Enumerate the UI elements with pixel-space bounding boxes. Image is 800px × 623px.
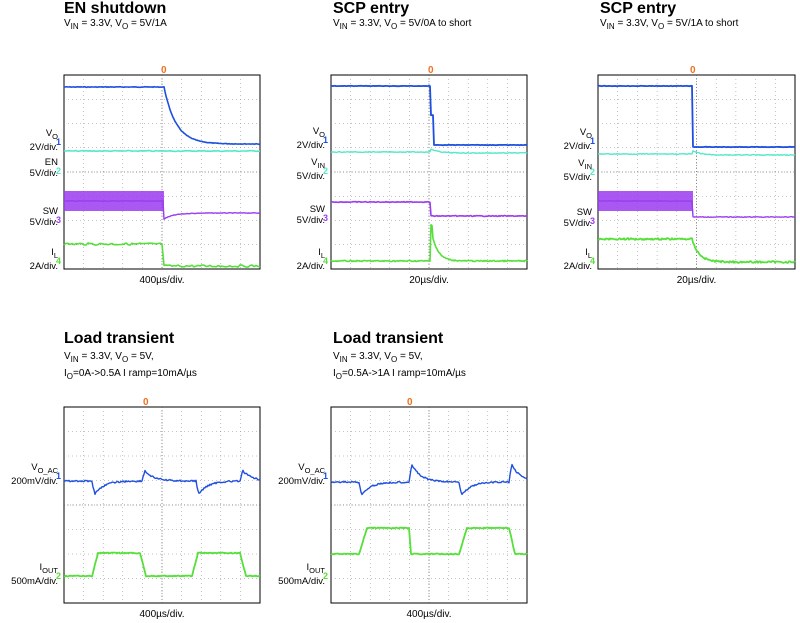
timebase-label: 400µs/div. <box>139 609 185 620</box>
grid <box>331 75 527 269</box>
chart-title: SCP entry <box>600 0 677 17</box>
channel-marker: 4 <box>56 256 62 266</box>
waveform-sw <box>63 200 261 220</box>
channel-marker: 2 <box>56 571 62 581</box>
chart-title: Load transient <box>333 330 444 347</box>
chart-title: EN shutdown <box>64 0 167 17</box>
channel-label: IOUT 500mA/div. <box>11 562 58 587</box>
chart-title: Load transient <box>64 330 175 347</box>
channel-label: VIN 5V/div. <box>296 157 325 182</box>
waveform-il <box>330 526 528 556</box>
waveform-en <box>63 149 261 153</box>
test-conditions: VIN = 3.3V, VO = 5V/1A <box>64 18 167 31</box>
scope-plot: 0 <box>63 65 261 270</box>
scope-plot: 0 <box>597 65 796 270</box>
waveform-sw <box>331 200 528 218</box>
channel-label: VO_AC 200mV/div. <box>11 462 58 487</box>
channel-marker: 2 <box>590 167 596 177</box>
waveform-vout <box>597 84 796 149</box>
timebase-label: 20µs/div. <box>409 275 449 286</box>
trigger-marker: 0 <box>143 397 149 408</box>
waveform-vout <box>330 84 528 147</box>
trigger-marker: 0 <box>161 65 167 76</box>
channel-marker: 3 <box>56 215 62 225</box>
waveform-en <box>330 148 528 155</box>
waveform-sw <box>597 200 796 218</box>
channel-marker: 1 <box>323 135 329 145</box>
channel-label: SW 5V/div. <box>563 207 592 229</box>
test-conditions: VIN = 3.3V, VO = 5V, IO=0.5A->1A I ramp=1… <box>333 351 466 381</box>
waveform-il <box>63 242 261 268</box>
grid <box>598 75 795 269</box>
channel-label: VO 2V/div. <box>296 126 325 151</box>
channel-label: IL 2A/div. <box>296 247 325 272</box>
waveform-vout <box>64 85 261 146</box>
test-conditions: VIN = 3.3V, VO = 5V, IO=0A->0.5A I ramp=1… <box>64 351 197 381</box>
plot-frame <box>330 406 528 604</box>
channel-marker: 3 <box>590 216 596 226</box>
trigger-marker: 0 <box>428 65 434 76</box>
channel-label: IL 2A/div. <box>563 247 592 272</box>
test-conditions: VIN = 3.3V, VO = 5V/1A to short <box>600 18 739 31</box>
trigger-marker: 0 <box>407 397 413 408</box>
waveform-en <box>598 150 796 157</box>
waveform-vout <box>63 469 261 495</box>
channel-marker: 2 <box>323 166 329 176</box>
channel-marker: 3 <box>323 213 329 223</box>
channel-label: VO 2V/div. <box>563 127 592 152</box>
scope-plot: 0 <box>330 65 528 270</box>
channel-marker: 1 <box>56 471 62 481</box>
grid <box>64 407 260 603</box>
channel-marker: 4 <box>590 256 596 266</box>
channel-marker: 2 <box>56 166 62 176</box>
channel-label: VIN 5V/div. <box>563 158 592 183</box>
waveform-vout <box>330 463 528 496</box>
test-conditions: VIN = 3.3V, VO = 5V/0A to short <box>333 18 472 31</box>
scope-plot: 0 <box>330 397 528 604</box>
grid <box>331 407 527 603</box>
channel-label: SW 5V/div. <box>29 206 58 228</box>
channel-label: SW 5V/div. <box>296 204 325 226</box>
trigger-marker: 0 <box>690 65 696 76</box>
channel-marker: 1 <box>56 137 62 147</box>
scope-plot: 0 <box>63 397 261 604</box>
channel-label: VO_AC 200mV/div. <box>278 462 325 487</box>
timebase-label: 20µs/div. <box>676 275 717 286</box>
timebase-label: 400µs/div. <box>139 275 185 286</box>
channel-label: IL 2A/div. <box>29 247 58 272</box>
chart-title: SCP entry <box>333 0 410 17</box>
waveform-il <box>597 237 796 264</box>
waveform-il <box>330 224 528 263</box>
channel-label: IOUT 500mA/div. <box>278 562 325 587</box>
channel-label: VO 2V/div. <box>29 128 58 153</box>
channel-marker: 1 <box>590 136 596 146</box>
waveform-il <box>63 551 261 578</box>
channel-label: EN 5V/div. <box>29 157 58 179</box>
channel-marker: 1 <box>323 471 329 481</box>
channel-marker: 2 <box>323 571 329 581</box>
channel-marker: 4 <box>323 256 329 266</box>
timebase-label: 400µs/div. <box>406 609 452 620</box>
grid <box>64 75 260 269</box>
